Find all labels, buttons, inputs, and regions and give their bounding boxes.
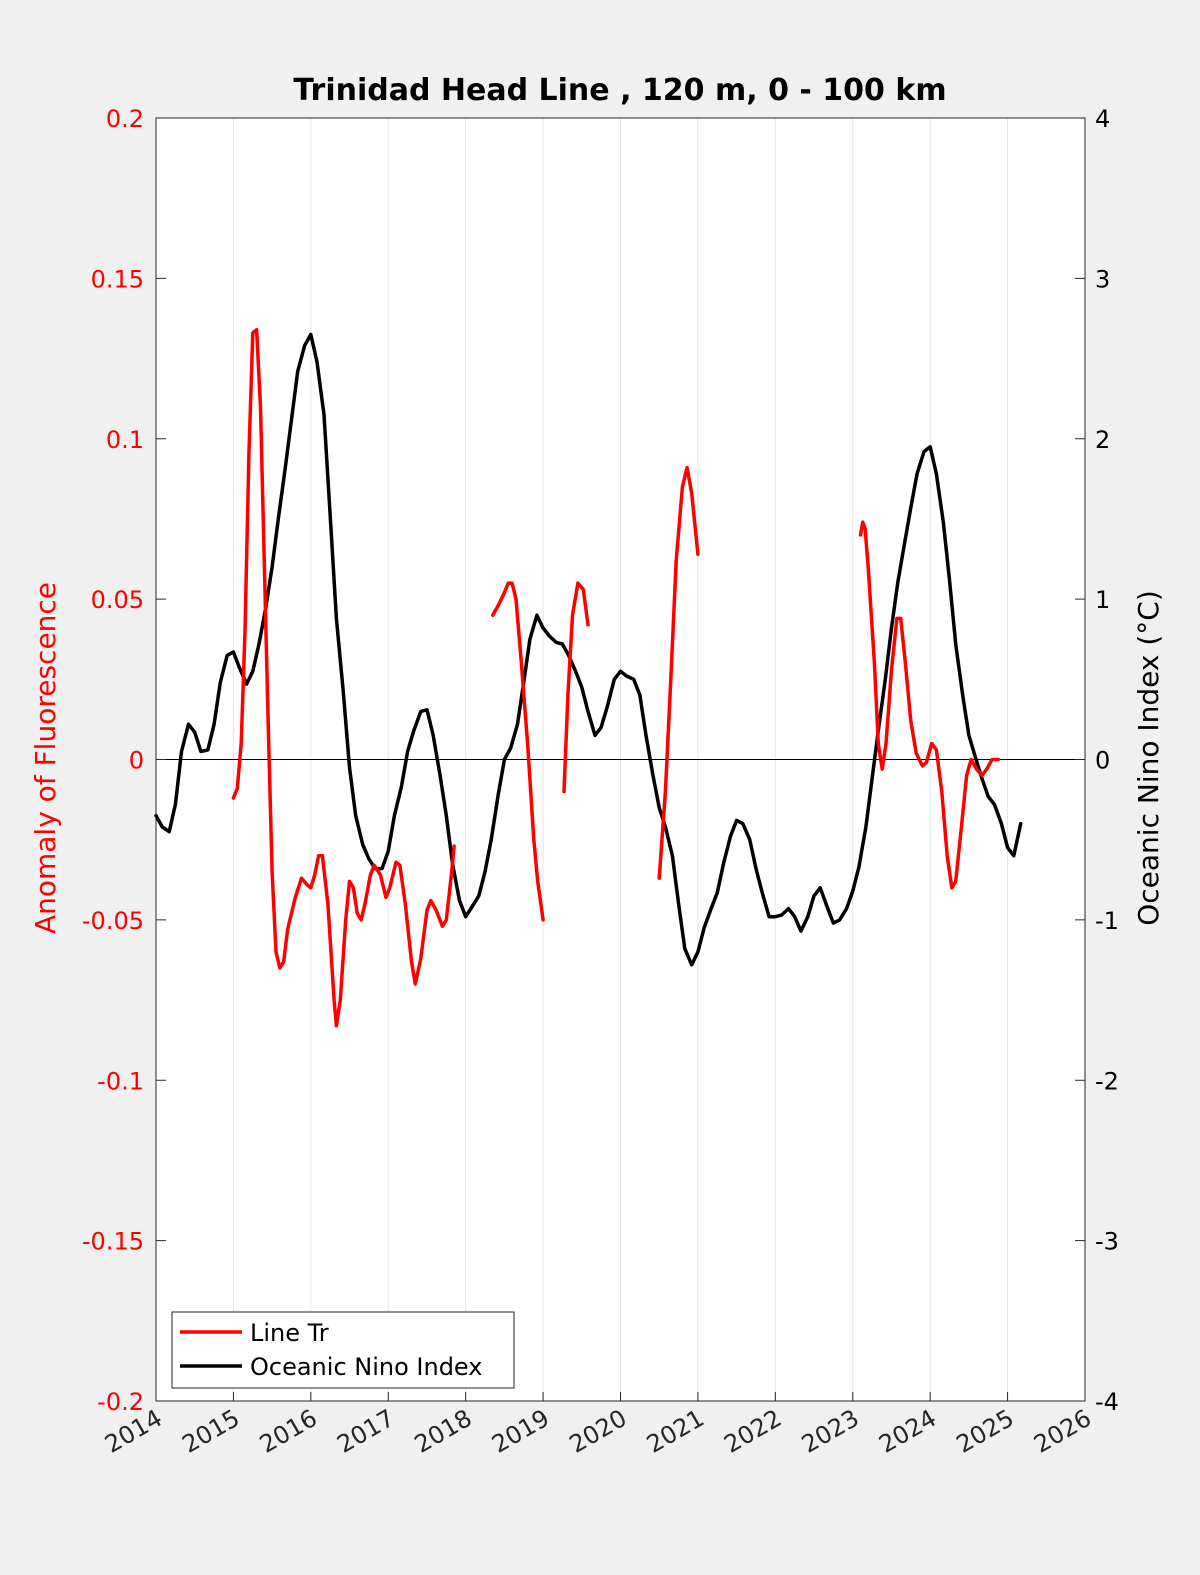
y-axis-right-label: Oceanic Nino Index (°C) bbox=[1132, 590, 1165, 926]
legend-label-oni: Oceanic Nino Index bbox=[250, 1353, 482, 1381]
series-line-tr-segment-2 bbox=[562, 581, 590, 794]
x-tick-label: 2022 bbox=[719, 1404, 786, 1459]
series-layer bbox=[154, 327, 1023, 1028]
x-tick-label: 2025 bbox=[952, 1404, 1019, 1459]
x-tick-label: 2019 bbox=[487, 1404, 554, 1459]
x-tick-label: 2018 bbox=[410, 1404, 477, 1459]
x-tick-label: 2023 bbox=[797, 1404, 864, 1459]
x-tick-label: 2016 bbox=[255, 1404, 322, 1459]
legend: Line Tr Oceanic Nino Index bbox=[171, 1311, 515, 1389]
y-right-tick-label: -4 bbox=[1095, 1388, 1119, 1416]
y-right-tick-label: 4 bbox=[1095, 105, 1110, 133]
y-left-tick-label: -0.1 bbox=[97, 1067, 144, 1095]
legend-label-line-tr: Line Tr bbox=[250, 1319, 329, 1347]
x-tick-label: 2020 bbox=[565, 1404, 632, 1459]
chart-title: Trinidad Head Line , 120 m, 0 - 100 km bbox=[293, 73, 946, 108]
y-right-tick-label: -3 bbox=[1095, 1228, 1119, 1256]
y-left-tick-label: -0.05 bbox=[82, 907, 144, 935]
y-right-tick-label: -1 bbox=[1095, 907, 1119, 935]
y-left-tick-label: 0.2 bbox=[106, 105, 144, 133]
x-tick-label: 2024 bbox=[874, 1404, 941, 1459]
y-left-tick-label: 0.15 bbox=[91, 265, 144, 293]
series-line-tr-segment-4 bbox=[858, 520, 1001, 890]
legend-box bbox=[171, 1311, 515, 1389]
y-right-tick-label: 2 bbox=[1095, 426, 1110, 454]
y-right-tick-label: 3 bbox=[1095, 265, 1110, 293]
series-line-tr-segment-1 bbox=[491, 581, 545, 922]
x-tick-label: 2017 bbox=[332, 1404, 399, 1459]
y-left-tick-label: 0 bbox=[129, 747, 144, 775]
y-right-tick-label: 1 bbox=[1095, 586, 1110, 614]
y-left-tick-label: 0.1 bbox=[106, 426, 144, 454]
series-line-tr-segment-0 bbox=[231, 327, 456, 1028]
y-left-tick-label: -0.15 bbox=[82, 1228, 144, 1256]
y-right-tick-label: -2 bbox=[1095, 1067, 1119, 1095]
y-right-tick-label: 0 bbox=[1095, 747, 1110, 775]
y-left-tick-label: 0.05 bbox=[91, 586, 144, 614]
y-left-tick-label: -0.2 bbox=[97, 1388, 144, 1416]
x-tick-label: 2026 bbox=[1029, 1404, 1096, 1459]
series-line-tr-segment-3 bbox=[657, 465, 700, 880]
y-axis-left-label: Anomaly of Fluorescence bbox=[29, 582, 62, 934]
series-oni-segment-0 bbox=[154, 332, 1023, 967]
x-tick-label: 2021 bbox=[642, 1404, 709, 1459]
x-tick-label: 2015 bbox=[178, 1404, 245, 1459]
axis-ticks bbox=[155, 117, 1086, 1402]
